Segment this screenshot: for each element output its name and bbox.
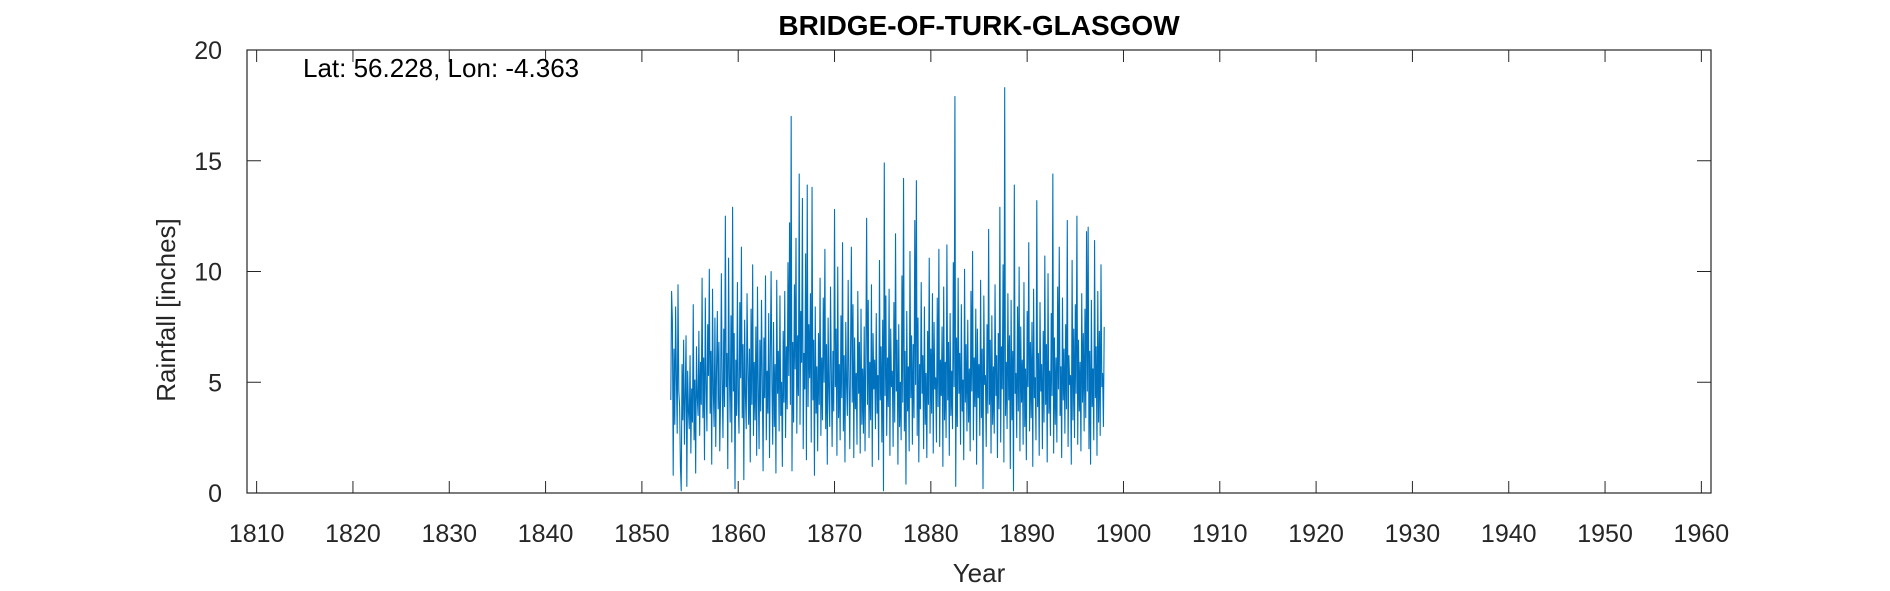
x-tick-label: 1840 — [518, 520, 574, 548]
x-tick-label: 1910 — [1192, 520, 1248, 548]
axis-ticks — [247, 49, 1711, 494]
x-axis-label: Year — [953, 558, 1006, 588]
x-tick-label: 1960 — [1674, 520, 1730, 548]
chart-title: BRIDGE-OF-TURK-GLASGOW — [778, 10, 1180, 41]
x-tick-label: 1870 — [807, 520, 863, 548]
x-tick-label: 1890 — [999, 520, 1055, 548]
x-tick-label: 1830 — [421, 520, 477, 548]
y-tick-label: 15 — [194, 148, 222, 176]
x-tick-label: 1920 — [1288, 520, 1344, 548]
tick-labels: 1810 1820 1830 1840 1850 1860 1870 1880 1890 1900… — [194, 37, 1729, 548]
x-tick-label: 1930 — [1385, 520, 1441, 548]
y-axis-label: Rainfall [inches] — [151, 218, 181, 402]
y-tick-label: 5 — [208, 369, 222, 397]
x-tick-label: 1850 — [614, 520, 670, 548]
y-tick-label: 20 — [194, 37, 222, 65]
location-annotation: Lat: 56.228, Lon: -4.363 — [303, 53, 579, 83]
y-tick-label: 10 — [194, 259, 222, 287]
rainfall-series-line-0 — [670, 87, 1105, 492]
x-tick-label: 1810 — [229, 520, 285, 548]
x-tick-label: 1940 — [1481, 520, 1537, 548]
x-tick-label: 1820 — [325, 520, 381, 548]
x-tick-label: 1900 — [1096, 520, 1152, 548]
y-tick-label: 0 — [208, 480, 222, 508]
x-tick-label: 1880 — [903, 520, 959, 548]
x-tick-label: 1860 — [710, 520, 766, 548]
x-tick-label: 1950 — [1577, 520, 1633, 548]
